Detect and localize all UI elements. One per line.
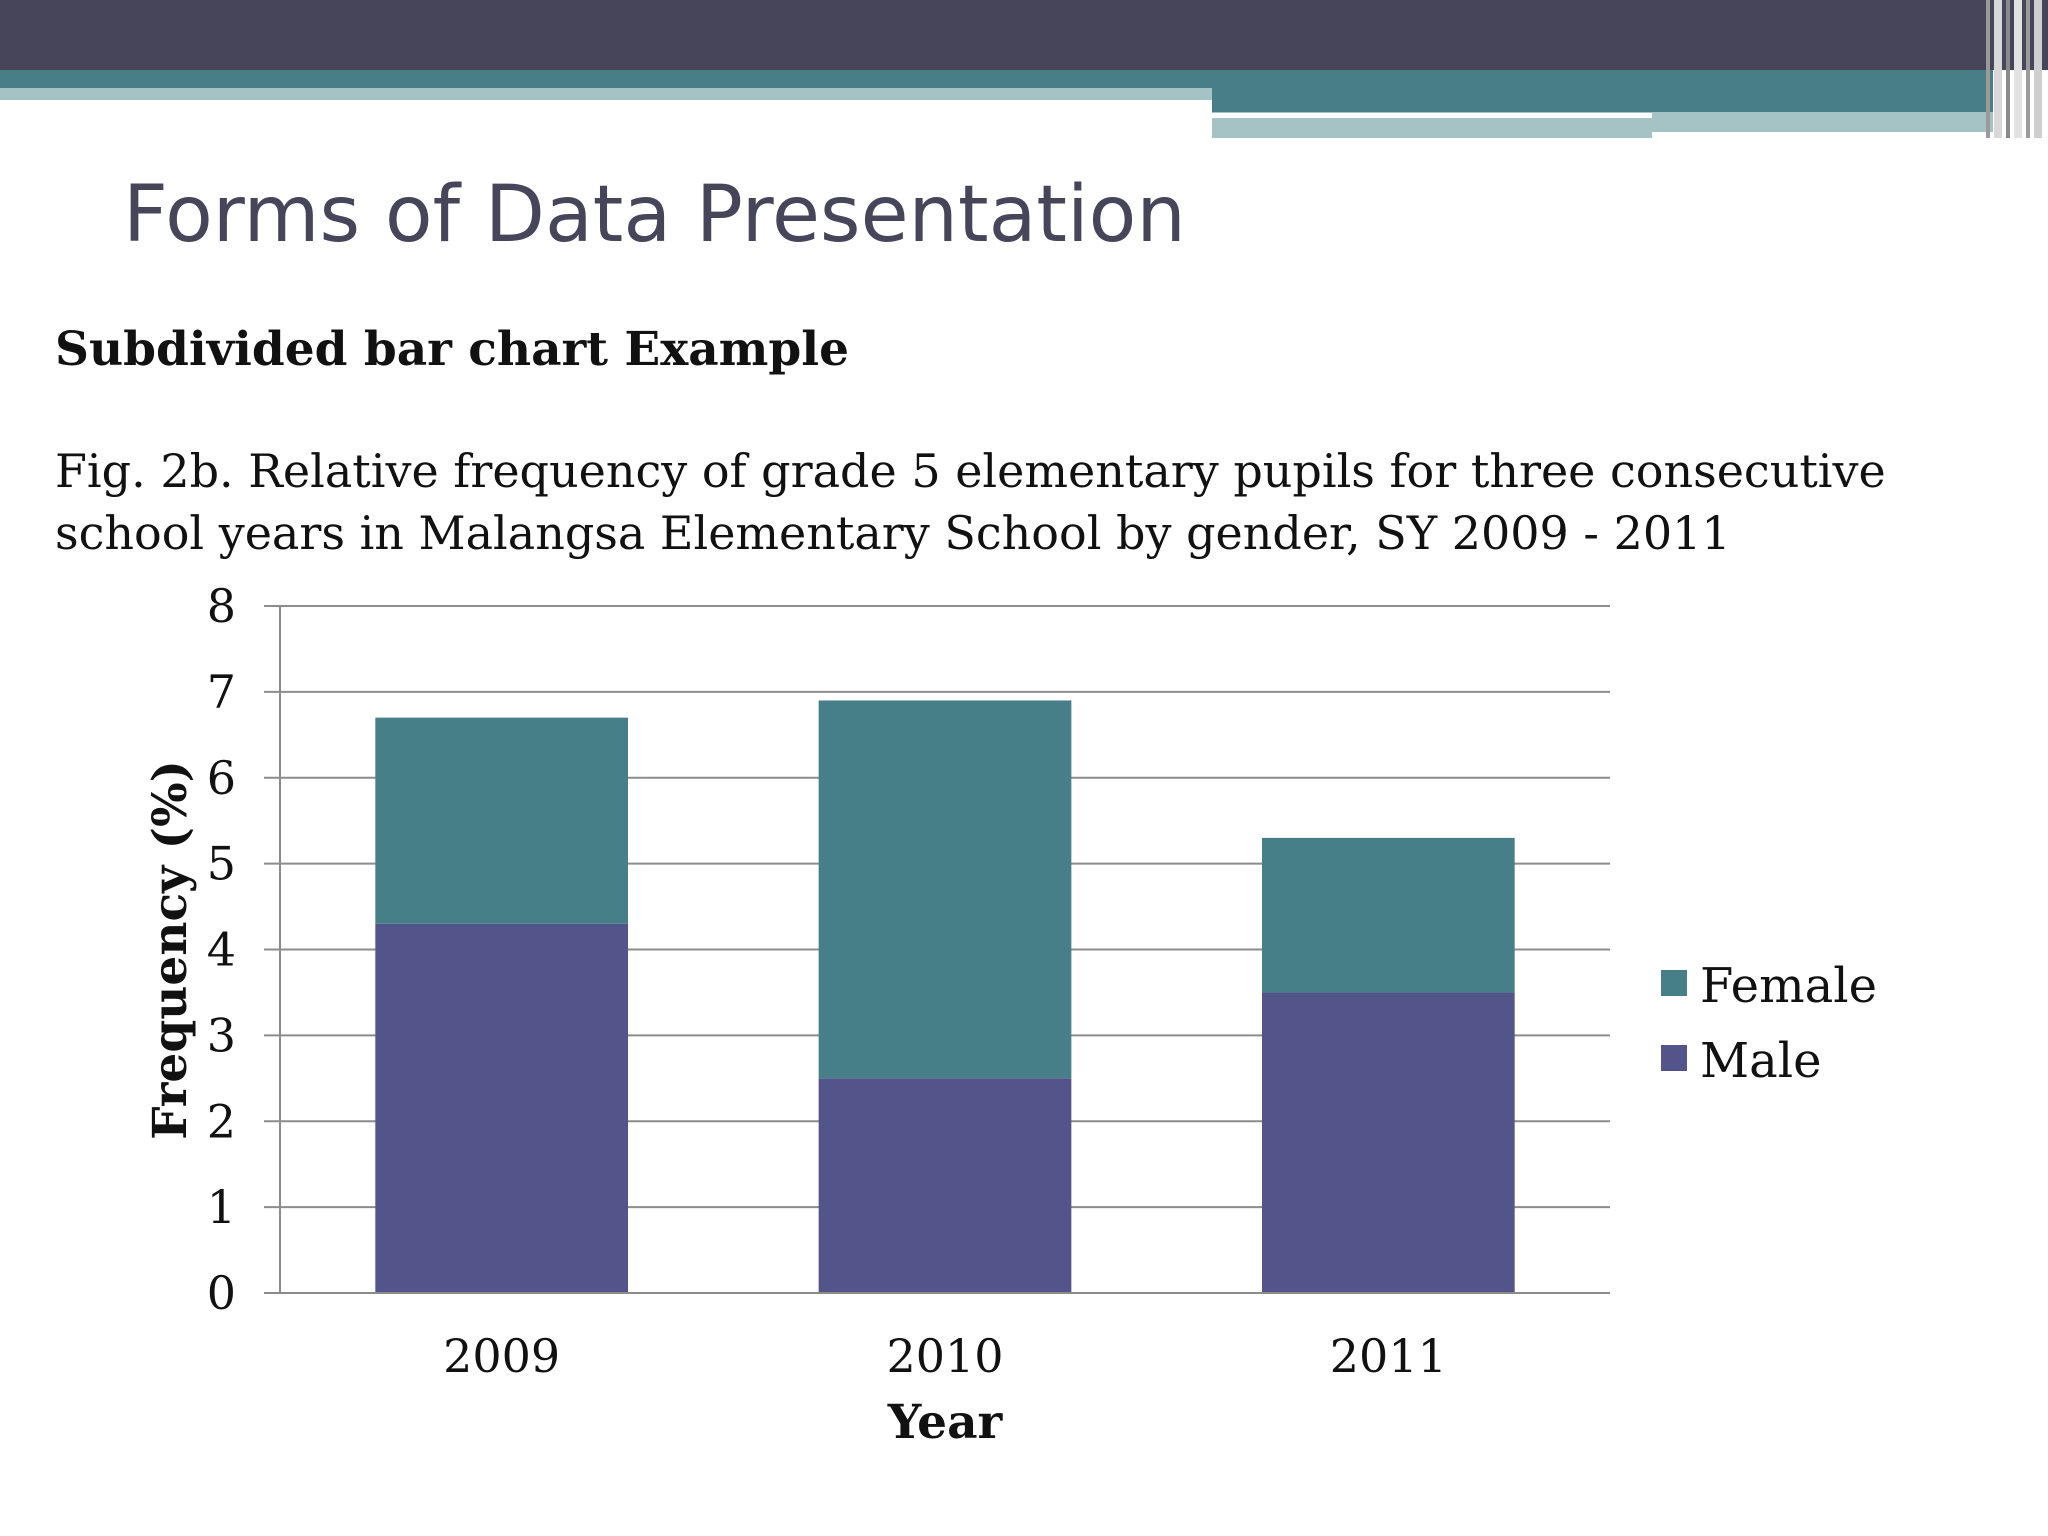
header-band-light-end: [1652, 112, 1993, 132]
y-tick-label: 8: [207, 579, 236, 633]
bar-female-2011: [1261, 837, 1515, 993]
header-band-dark: [0, 0, 2048, 70]
corner-stripe: [2034, 0, 2042, 138]
y-tick-label: 6: [207, 751, 236, 805]
tick-labels: 0 1 2 3 4 5 6 7 8 2009 2010 2011: [207, 579, 1447, 1383]
slide-title: Forms of Data Presentation: [123, 170, 1186, 260]
y-tick-label: 0: [207, 1266, 236, 1320]
y-tick-label: 3: [207, 1008, 236, 1062]
y-tick-label: 5: [207, 837, 236, 891]
corner-stripe: [2026, 0, 2030, 138]
figure-caption-line: school years in Malangsa Elementary Scho…: [55, 506, 1731, 560]
legend-label-male: Male: [1700, 1033, 1822, 1089]
corner-stripe: [2014, 0, 2022, 138]
legend-label-female: Female: [1700, 958, 1877, 1014]
header-band-teal: [0, 70, 1993, 88]
y-tick-label: 4: [207, 923, 236, 977]
y-tick-label: 7: [207, 665, 236, 719]
x-tick-label: 2009: [443, 1329, 560, 1383]
bars: [375, 700, 1515, 1293]
legend: Female Male: [1661, 958, 1877, 1089]
header-band-teal-right: [1212, 88, 1993, 112]
x-tick-label: 2011: [1330, 1329, 1447, 1383]
header-line: [1212, 113, 1897, 118]
corner-stripe: [1986, 0, 1990, 138]
x-tick-label: 2010: [886, 1329, 1003, 1383]
bar-male-2010: [818, 1078, 1072, 1293]
bar-male-2009: [375, 923, 629, 1293]
corner-stripe: [2006, 0, 2010, 138]
y-tick-label: 2: [207, 1094, 236, 1148]
corner-stripe: [1994, 0, 2002, 138]
bar-female-2010: [818, 700, 1072, 1079]
figure-caption-line: Fig. 2b. Relative frequency of grade 5 e…: [55, 444, 1886, 498]
legend-swatch-male: [1661, 1045, 1687, 1071]
x-axis-title: Year: [887, 1395, 1004, 1450]
bar-male-2011: [1261, 992, 1515, 1293]
slide-subtitle: Subdivided bar chart Example: [55, 322, 850, 377]
y-tick-label: 1: [207, 1180, 236, 1234]
y-axis-title: Frequency (%): [143, 760, 198, 1140]
axes: [264, 606, 1610, 1294]
figure-caption: Fig. 2b. Relative frequency of grade 5 e…: [55, 440, 1955, 564]
legend-swatch-female: [1661, 970, 1687, 996]
header-band-light: [0, 88, 1212, 100]
bar-female-2009: [375, 717, 629, 924]
